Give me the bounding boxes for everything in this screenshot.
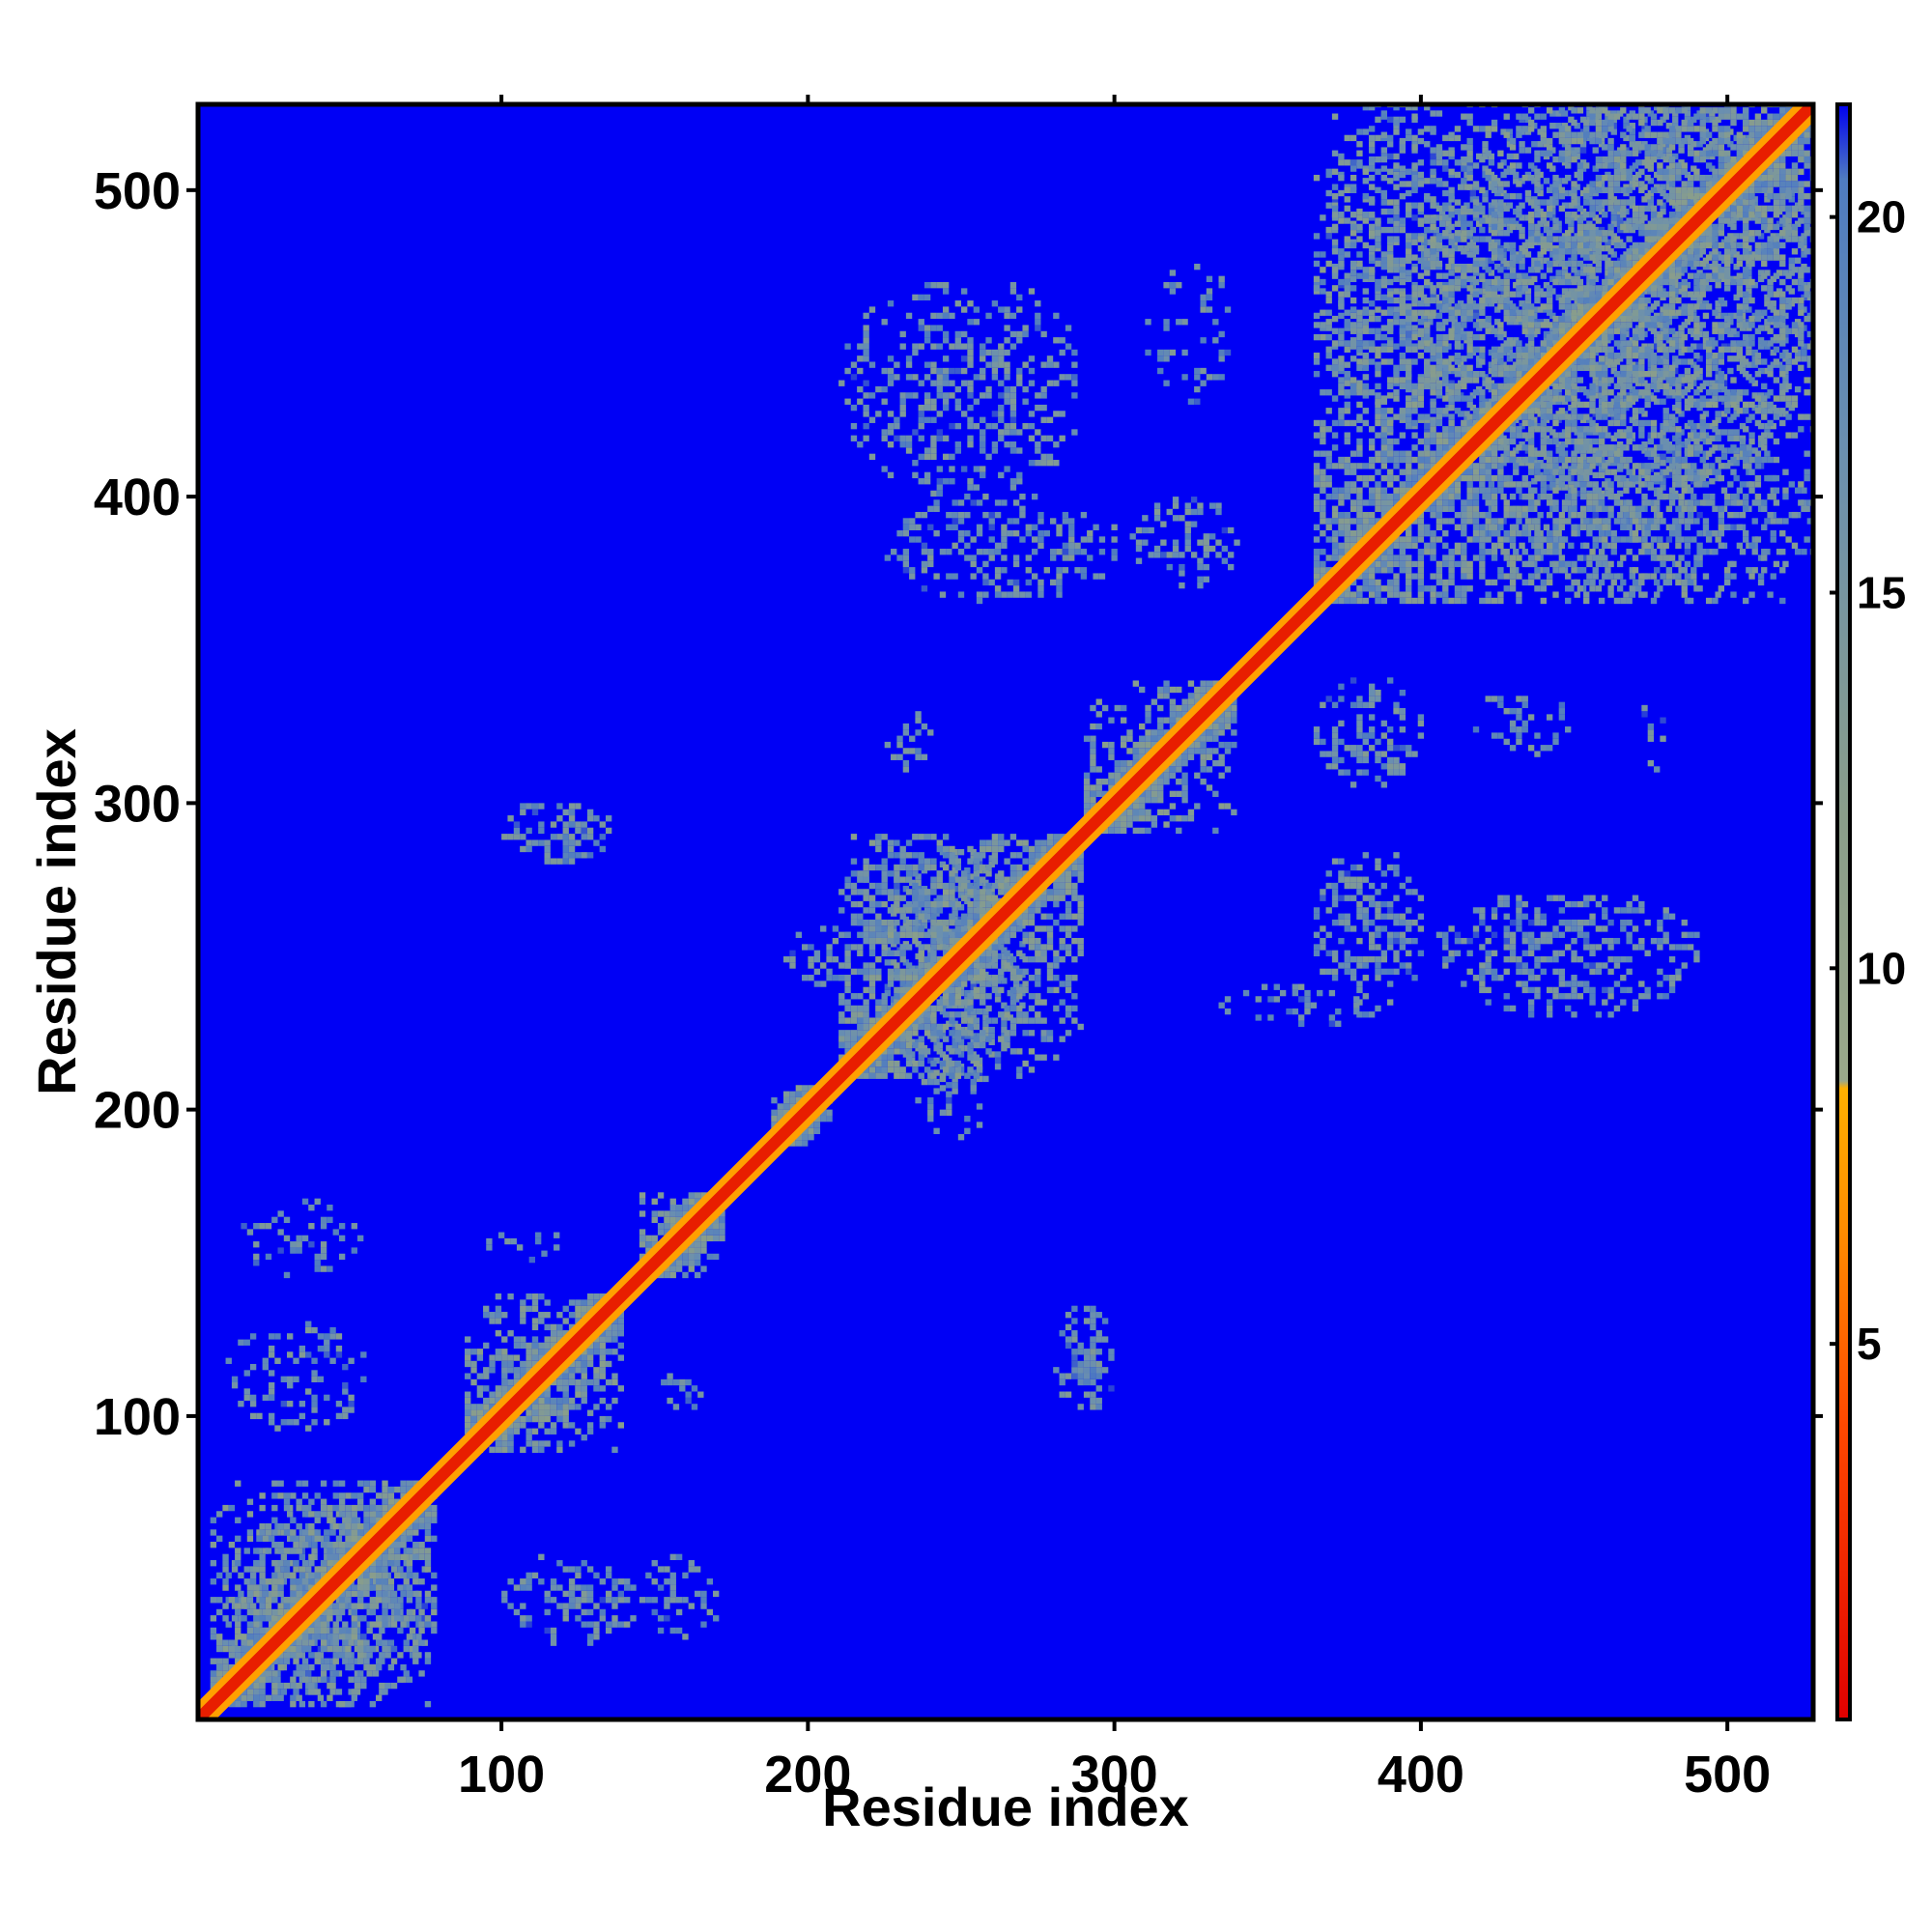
contact-patch-6: [661, 1373, 704, 1410]
contact-patch-13: [1129, 497, 1240, 589]
contact-patch-3: [225, 1321, 367, 1432]
x-tick-label: 100: [458, 1746, 545, 1804]
contact-patch-18: [1472, 696, 1572, 757]
contact-patch-7: [1053, 1305, 1115, 1410]
y-tick-label: 500: [94, 162, 181, 220]
contact-patch-5: [486, 1232, 560, 1264]
colorbar-frame: [1835, 102, 1852, 1721]
heatmap-plot-area: [198, 104, 1813, 1719]
contact-patch-4: [241, 1198, 364, 1279]
x-tick-label: 200: [764, 1746, 851, 1804]
colorbar-tick-label: 20: [1857, 192, 1906, 242]
contact-patch-14: [1145, 263, 1232, 405]
y-tick-label: 200: [94, 1082, 181, 1140]
contact-patch-11: [884, 493, 1118, 605]
contact-patch-16: [1435, 895, 1700, 1018]
contact-patch-17: [1313, 677, 1425, 788]
contact-patch-20: [1218, 983, 1360, 1027]
contact-patch-2: [639, 1553, 720, 1640]
colorbar-tick-label: 10: [1857, 943, 1906, 993]
y-axis-ticks: 100 200 300 400 500: [94, 162, 1823, 1446]
contact-patch-1: [501, 1553, 637, 1646]
plot-frame: [195, 101, 1816, 1722]
contact-patch-15: [1313, 852, 1425, 1018]
x-tick-label: 400: [1378, 1746, 1464, 1804]
diagonal-core: [198, 104, 1813, 1719]
x-tick-label: 500: [1684, 1746, 1771, 1804]
diagonal-band: [198, 104, 1813, 1719]
y-axis-title: Residue index: [26, 728, 87, 1095]
y-tick-label: 300: [94, 775, 181, 833]
colorbar: 5 10 15 20: [1830, 102, 1906, 1721]
x-axis-ticks: 100 200 300 400 500: [458, 95, 1771, 1804]
contact-patch-21: [884, 711, 934, 773]
colorbar-tick-label: 15: [1857, 567, 1906, 617]
contact-patch-8: [501, 803, 612, 865]
colorbar-fill: [1837, 104, 1850, 1719]
y-tick-label: 400: [94, 469, 181, 526]
x-axis-title: Residue index: [822, 1776, 1189, 1837]
x-tick-label: 300: [1071, 1746, 1158, 1804]
colorbar-ticks: 5 10 15 20: [1830, 192, 1906, 1369]
contact-patch-12: [838, 282, 1078, 497]
y-tick-label: 100: [94, 1388, 181, 1446]
colorbar-tick-label: 5: [1857, 1319, 1882, 1369]
contact-patch-19: [1641, 704, 1666, 773]
